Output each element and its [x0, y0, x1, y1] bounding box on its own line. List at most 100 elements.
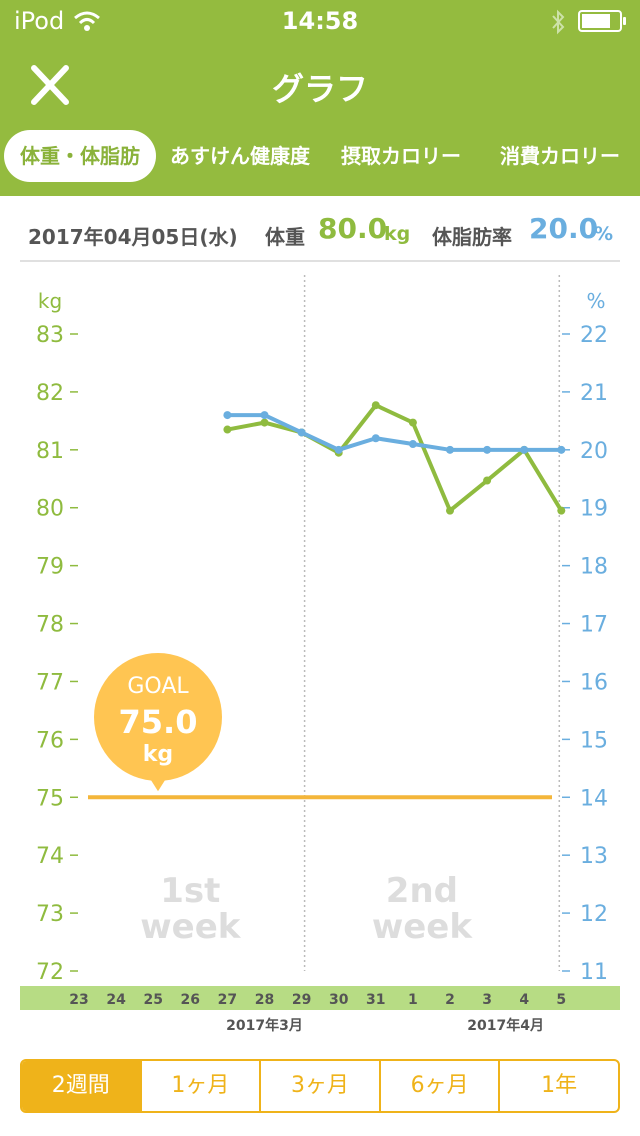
x-tick-label: 4 [519, 992, 529, 1008]
weight-series-line [227, 403, 564, 513]
weight-data-point [260, 418, 269, 427]
x-tick-label: 23 [69, 992, 88, 1008]
left-tick-label: 75 [36, 786, 64, 811]
right-tick-label: 17 [580, 613, 608, 638]
right-tick-label: 21 [580, 381, 608, 406]
bodyfat-label: 体脂肪率 [432, 225, 512, 249]
left-tick-label: 79 [36, 555, 64, 580]
x-tick-label: 28 [255, 992, 274, 1008]
right-tick-label: 14 [580, 786, 608, 811]
close-icon [31, 65, 69, 105]
bodyfat-data-point [334, 445, 343, 454]
x-tick-label: 29 [292, 992, 311, 1008]
status-bar: iPod 14:58 [0, 0, 640, 40]
close-button[interactable] [22, 60, 78, 110]
left-tick-label: 82 [36, 381, 64, 406]
right-tick-label: 12 [580, 902, 608, 927]
x-tick-label: 25 [143, 992, 162, 1008]
bodyfat-value: 20.0 [529, 212, 599, 245]
bodyfat-unit: % [594, 223, 614, 245]
summary-row: 2017年04月05日(水) 体重 80.0 kg 体脂肪率 20.0 % [20, 206, 620, 262]
left-tick-label: 81 [36, 439, 64, 464]
period-1month-button[interactable]: 1ヶ月 [139, 1061, 260, 1111]
goal-bubble [94, 653, 222, 781]
status-time: 14:58 [281, 7, 359, 35]
left-tick-label: 83 [36, 323, 64, 348]
weight-data-point [446, 506, 454, 515]
weight-data-point [371, 401, 380, 410]
x-tick-label: 26 [181, 992, 200, 1008]
bodyfat-data-point [260, 411, 269, 420]
right-tick-label: 15 [580, 728, 608, 753]
wifi-icon [74, 11, 100, 31]
left-tick-label: 80 [36, 497, 64, 522]
x-tick-label: 31 [366, 992, 385, 1008]
weight-data-point [223, 425, 232, 434]
period-1year-button[interactable]: 1年 [498, 1061, 618, 1111]
period-6months-button[interactable]: 6ヶ月 [378, 1061, 499, 1111]
bodyfat-data-point [223, 411, 232, 420]
week-label-line1: 2nd [386, 871, 458, 911]
x-tick-label: 2 [445, 992, 455, 1008]
month-label: 2017年4月 [467, 1017, 544, 1034]
right-tick-label: 20 [580, 439, 608, 464]
goal-unit: kg [143, 742, 173, 767]
nav-bar: グラフ [0, 40, 640, 130]
bodyfat-data-point [446, 445, 454, 454]
x-tick-label: 3 [482, 992, 492, 1008]
right-tick-label: 13 [580, 844, 608, 869]
bodyfat-data-point [297, 428, 306, 437]
selected-date: 2017年04月05日(水) [28, 225, 238, 249]
week-label-line1: 1st [160, 871, 220, 911]
right-axis-unit: % [586, 289, 605, 313]
date-strip [20, 986, 620, 1010]
carrier-label: iPod [14, 7, 65, 35]
weight-data-point [408, 418, 417, 427]
right-tick-label: 19 [580, 497, 608, 522]
tab-weight-bodyfat[interactable]: 体重・体脂肪 [4, 130, 156, 182]
x-tick-label: 27 [218, 992, 237, 1008]
week-label-line2: week [372, 907, 474, 947]
x-tick-label: 1 [408, 992, 418, 1008]
bodyfat-data-point [408, 440, 417, 449]
weight-unit: kg [384, 223, 411, 245]
tab-burned-calories[interactable]: 消費カロリー [500, 144, 620, 168]
bodyfat-data-point [483, 445, 492, 454]
right-tick-label: 18 [580, 555, 608, 580]
bodyfat-data-point [371, 434, 380, 443]
tab-asken-health[interactable]: あすけん健康度 [170, 144, 310, 168]
goal-value: 75.0 [119, 703, 198, 741]
x-tick-label: 30 [329, 992, 349, 1008]
period-selector: 2週間 1ヶ月 3ヶ月 6ヶ月 1年 [20, 1059, 620, 1113]
period-3months-button[interactable]: 3ヶ月 [259, 1061, 379, 1111]
battery-icon [578, 10, 626, 32]
goal-label: GOAL [127, 674, 189, 699]
month-label: 2017年3月 [226, 1017, 303, 1034]
period-2weeks-button[interactable]: 2週間 [22, 1061, 140, 1111]
weight-data-point [483, 476, 492, 485]
right-tick-label: 16 [580, 670, 608, 695]
tab-intake-calories[interactable]: 摂取カロリー [341, 144, 461, 168]
weight-label: 体重 [265, 225, 305, 249]
right-tick-label: 11 [580, 960, 608, 985]
bodyfat-series-line [227, 413, 562, 452]
weight-data-point [557, 506, 566, 515]
x-tick-label: 24 [106, 992, 126, 1008]
left-tick-label: 72 [36, 960, 64, 985]
left-tick-label: 78 [36, 613, 64, 638]
bodyfat-data-point [557, 445, 566, 454]
bluetooth-icon [552, 9, 565, 35]
weight-value: 80.0 [318, 212, 388, 245]
left-tick-label: 74 [36, 844, 64, 869]
bodyfat-data-point [520, 445, 529, 454]
left-axis-unit: kg [38, 289, 62, 313]
goal-bubble-pointer [149, 777, 167, 792]
x-tick-label: 5 [556, 992, 566, 1008]
left-tick-label: 76 [36, 728, 64, 753]
left-tick-label: 77 [36, 670, 64, 695]
tab-bar: 体重・体脂肪 あすけん健康度 摂取カロリー 消費カロリー [0, 130, 640, 196]
left-tick-label: 73 [36, 902, 64, 927]
right-tick-label: 22 [580, 323, 608, 348]
week-label-line2: week [140, 907, 242, 947]
